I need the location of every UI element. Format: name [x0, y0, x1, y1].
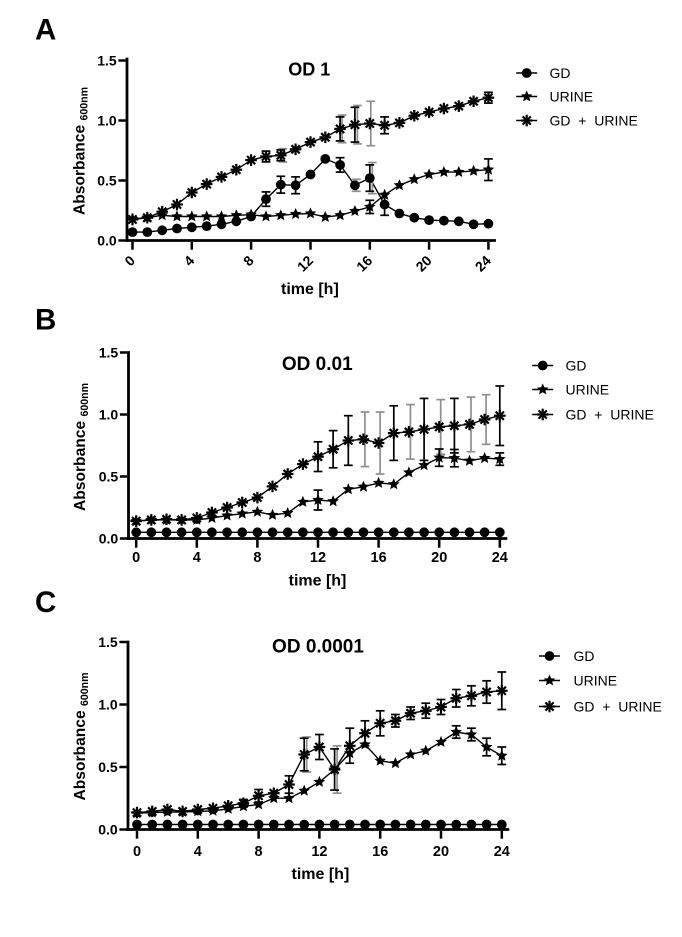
svg-text:URINE: URINE	[574, 673, 618, 689]
svg-text:0.5: 0.5	[97, 172, 117, 188]
svg-text:8: 8	[255, 844, 263, 860]
svg-text:16: 16	[371, 550, 387, 566]
svg-text:GD: GD	[566, 358, 587, 374]
svg-text:OD 0.0001: OD 0.0001	[272, 637, 364, 658]
svg-text:12: 12	[311, 844, 327, 860]
svg-text:1.5: 1.5	[98, 634, 118, 650]
svg-text:24: 24	[494, 844, 510, 860]
svg-text:0.0: 0.0	[98, 821, 118, 837]
svg-text:4: 4	[194, 844, 202, 860]
svg-text:0.5: 0.5	[98, 759, 118, 775]
svg-text:1.0: 1.0	[99, 406, 119, 422]
svg-text:16: 16	[372, 844, 388, 860]
svg-text:8: 8	[253, 550, 261, 566]
svg-text:0.0: 0.0	[99, 530, 119, 546]
svg-text:1.0: 1.0	[98, 696, 118, 712]
svg-text:GD + URINE: GD + URINE	[574, 699, 662, 715]
svg-text:C: C	[35, 586, 56, 619]
svg-text:4: 4	[193, 550, 201, 566]
svg-text:20: 20	[433, 844, 449, 860]
svg-text:URINE: URINE	[566, 382, 610, 398]
svg-text:A: A	[35, 13, 56, 46]
svg-text:0.0: 0.0	[97, 232, 117, 248]
svg-text:0: 0	[132, 550, 140, 566]
svg-text:20: 20	[431, 550, 447, 566]
svg-text:GD: GD	[550, 65, 571, 81]
svg-text:1.5: 1.5	[99, 344, 119, 360]
svg-text:0: 0	[133, 844, 141, 860]
svg-text:time [h]: time [h]	[281, 281, 339, 298]
svg-text:time [h]: time [h]	[289, 573, 347, 590]
svg-text:B: B	[35, 303, 56, 336]
svg-text:0.5: 0.5	[99, 468, 119, 484]
svg-text:GD + URINE: GD + URINE	[566, 407, 654, 423]
svg-text:1.0: 1.0	[97, 112, 117, 128]
svg-text:1.5: 1.5	[97, 52, 117, 68]
svg-text:time [h]: time [h]	[292, 866, 350, 883]
svg-text:12: 12	[310, 550, 326, 566]
svg-text:OD 0.01: OD 0.01	[282, 354, 353, 375]
svg-text:24: 24	[492, 550, 508, 566]
svg-text:GD: GD	[574, 648, 595, 664]
svg-text:URINE: URINE	[550, 89, 594, 105]
svg-text:OD 1: OD 1	[288, 60, 330, 80]
svg-text:GD + URINE: GD + URINE	[550, 113, 638, 129]
